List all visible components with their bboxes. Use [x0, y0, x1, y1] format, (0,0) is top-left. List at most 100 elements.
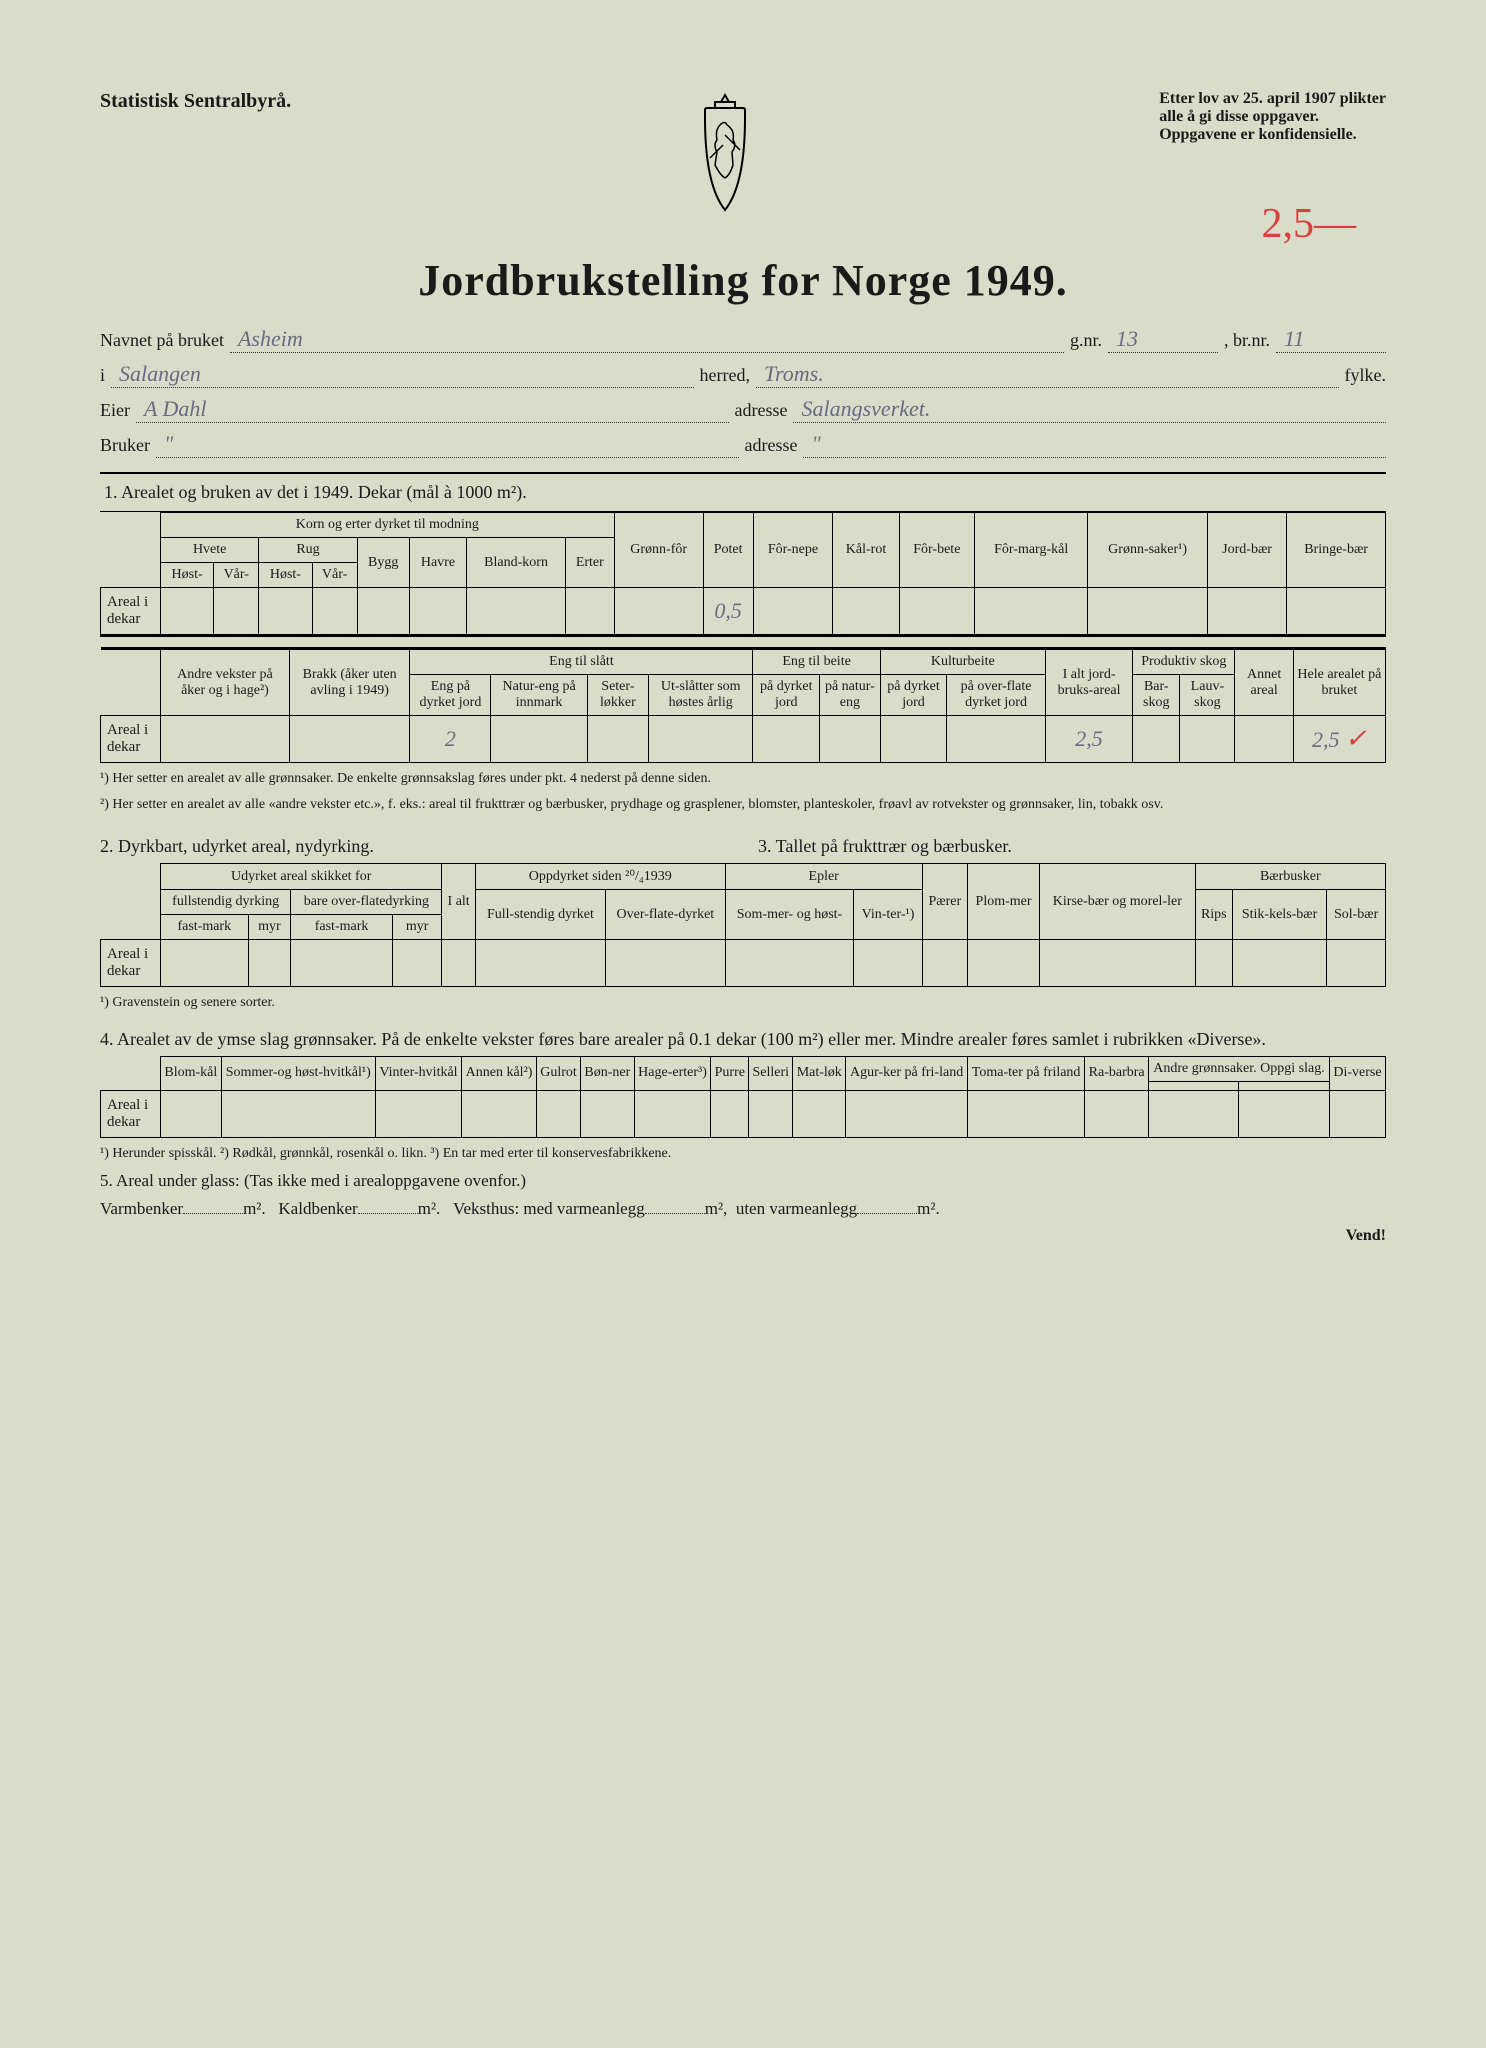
navnet-value: Asheim [230, 326, 1064, 353]
eng-value: 2 [410, 716, 491, 763]
annet-areal-header: Annet areal [1235, 649, 1293, 716]
andre-sub2 [1239, 1081, 1329, 1090]
herred-value: Troms. [756, 361, 1339, 388]
stikkelsbaer-header: Stik-kels-bær [1232, 890, 1326, 940]
cell [442, 940, 475, 987]
section4-intro: 4. Arealet av de ymse slag grønnsaker. P… [100, 1029, 1386, 1050]
potet-header: Potet [703, 513, 753, 588]
row-label-4: Areal i dekar [101, 1090, 161, 1137]
brnr-value: 11 [1276, 326, 1386, 353]
bonner-header: Bøn-ner [581, 1056, 635, 1090]
cell [846, 1090, 968, 1137]
cell [1195, 940, 1232, 987]
table-1b: Andre vekster på åker og i hage²) Brakk … [100, 647, 1386, 763]
cell [357, 588, 409, 636]
table-4: Blom-kål Sommer-og høst-hvitkål¹) Vinter… [100, 1056, 1386, 1138]
andre-header: Andre grønnsaker. Oppgi slag. [1149, 1056, 1330, 1081]
kalrot-header: Kål-rot [833, 513, 899, 588]
cell [749, 1090, 793, 1137]
rug-header: Rug [259, 538, 357, 563]
plommer-header: Plom-mer [968, 864, 1040, 940]
cell [161, 588, 214, 636]
cell [161, 716, 290, 763]
cell [793, 1090, 846, 1137]
varmbenker-label: Varmbenker [100, 1199, 183, 1218]
cell [581, 1090, 635, 1137]
myr1-header: myr [248, 915, 291, 940]
cell [880, 716, 947, 763]
cell [161, 1090, 222, 1137]
bare-over-header: bare over-flatedyrking [291, 890, 442, 915]
hvete-header: Hvete [161, 538, 259, 563]
fylke-label: fylke. [1345, 365, 1386, 386]
adresse-value: Salangsverket. [793, 396, 1386, 423]
cell [475, 940, 605, 987]
form-line-4: Bruker " adresse " [100, 431, 1386, 458]
cell [1180, 716, 1235, 763]
sommer-hvitkal-header: Sommer-og høst-hvitkål¹) [221, 1056, 375, 1090]
table-1a: Korn og erter dyrket til modning Grønn-f… [100, 512, 1386, 637]
adresse2-label: adresse [745, 435, 798, 456]
potet-value: 0,5 [703, 588, 753, 636]
cell [1232, 940, 1326, 987]
fullstendig-header: fullstendig dyrking [161, 890, 291, 915]
gnr-label: g.nr. [1070, 330, 1102, 351]
cell [753, 716, 820, 763]
cell [565, 588, 614, 636]
natureng-header: Natur-eng på innmark [491, 675, 587, 716]
produktiv-skog-header: Produktiv skog [1133, 649, 1235, 675]
cell [467, 588, 566, 636]
pa-dyrket-jord-header: på dyrket jord [753, 675, 820, 716]
erter-header: Erter [565, 538, 614, 588]
org-name: Statistisk Sentralbyrå. [100, 90, 291, 113]
oppdyrket-header: Oppdyrket siden ²⁰/₄1939 [475, 864, 725, 890]
cell [312, 588, 357, 636]
gulrot-header: Gulrot [536, 1056, 580, 1090]
section1-intro: 1. Arealet og bruken av det i 1949. Deka… [100, 472, 1386, 512]
footnote-1: ¹) Her setter en arealet av alle grønnsa… [100, 769, 1386, 789]
diverse-header: Di-verse [1329, 1056, 1385, 1090]
annen-kal-header: Annen kål²) [462, 1056, 537, 1090]
cell [1329, 1090, 1385, 1137]
brakk-header: Brakk (åker uten avling i 1949) [289, 649, 410, 716]
section2-header: 2. Dyrkbart, udyrket areal, nydyrking. [100, 836, 728, 857]
sommer-header: Som-mer- og høst- [725, 890, 854, 940]
seterlokker-header: Seter-løkker [587, 675, 648, 716]
cell [1149, 1090, 1239, 1137]
cell [259, 588, 312, 636]
cell [947, 716, 1046, 763]
purre-header: Purre [711, 1056, 749, 1090]
tomater-header: Toma-ter på friland [968, 1056, 1085, 1090]
cell [392, 940, 442, 987]
cell [1088, 588, 1208, 636]
cell [1239, 1090, 1329, 1137]
cell [289, 716, 410, 763]
cell [854, 940, 922, 987]
hvete-var: Vår- [214, 563, 259, 588]
cell [375, 1090, 461, 1137]
legal-line-3: Oppgavene er konfidensielle. [1159, 126, 1386, 144]
adresse2-value: " [803, 431, 1386, 458]
eng-beite-header: Eng til beite [753, 649, 880, 675]
ialt-header: I alt [442, 864, 475, 940]
kaldbenker-label: Kaldbenker [278, 1199, 357, 1218]
cell [899, 588, 975, 636]
cell [1327, 940, 1386, 987]
section5-line: Varmbenkerm². Kaldbenkerm². Veksthus: me… [100, 1199, 1386, 1219]
cell [161, 940, 249, 987]
cell [491, 716, 587, 763]
cell [634, 1090, 711, 1137]
andre-sub1 [1149, 1081, 1239, 1090]
cell [1040, 940, 1196, 987]
cell [606, 940, 726, 987]
utslatter-header: Ut-slåtter som høstes årlig [648, 675, 753, 716]
red-annotation: 2,5— [1262, 200, 1357, 248]
kulturbeite-header: Kulturbeite [880, 649, 1045, 675]
cell [214, 588, 259, 636]
ialt-header: I alt jord-bruks-areal [1045, 649, 1132, 716]
matlok-header: Mat-løk [793, 1056, 846, 1090]
cell [221, 1090, 375, 1137]
vinter-header: Vin-ter-¹) [854, 890, 922, 940]
gronnsaker-header: Grønn-saker¹) [1088, 513, 1208, 588]
cell [975, 588, 1088, 636]
